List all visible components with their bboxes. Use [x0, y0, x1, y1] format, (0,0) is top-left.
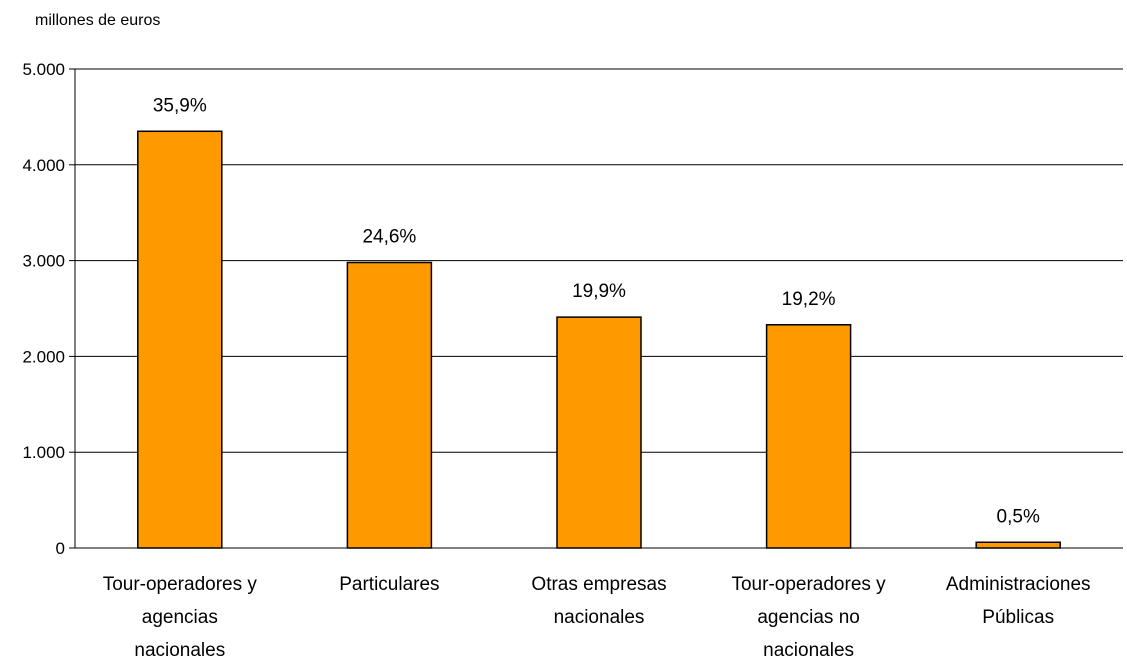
- y-tick-label: 0: [56, 539, 65, 558]
- data-label: 0,5%: [997, 506, 1040, 527]
- data-label: 24,6%: [362, 227, 416, 248]
- data-label: 19,2%: [782, 289, 836, 310]
- x-category-label: Otras empresas: [531, 574, 666, 595]
- y-tick-label: 4.000: [22, 156, 65, 175]
- bar: [556, 316, 642, 549]
- x-category-label: agencias: [142, 607, 218, 628]
- x-category-label: nacionales: [763, 640, 854, 659]
- x-category-label: Administraciones: [946, 574, 1091, 595]
- bar: [765, 324, 852, 549]
- y-tick-label: 5.000: [22, 60, 65, 79]
- y-tick-label: 1.000: [22, 443, 65, 462]
- data-label: 19,9%: [572, 281, 626, 302]
- y-axis-unit-label: millones de euros: [35, 12, 161, 29]
- x-category-label: Tour-operadores y: [103, 574, 258, 595]
- y-tick-label: 2.000: [22, 347, 65, 366]
- bar: [137, 130, 223, 549]
- x-category-label: agencias no: [757, 607, 859, 628]
- data-label: 35,9%: [153, 95, 207, 116]
- x-category-label: Particulares: [339, 574, 439, 595]
- y-tick-label: 3.000: [22, 252, 65, 271]
- bar: [346, 261, 433, 549]
- x-category-label: nacionales: [134, 640, 225, 659]
- x-category-label: Tour-operadores y: [731, 574, 886, 595]
- x-category-label: nacionales: [554, 607, 645, 628]
- x-category-label: Públicas: [982, 607, 1054, 628]
- bar: [975, 541, 1061, 549]
